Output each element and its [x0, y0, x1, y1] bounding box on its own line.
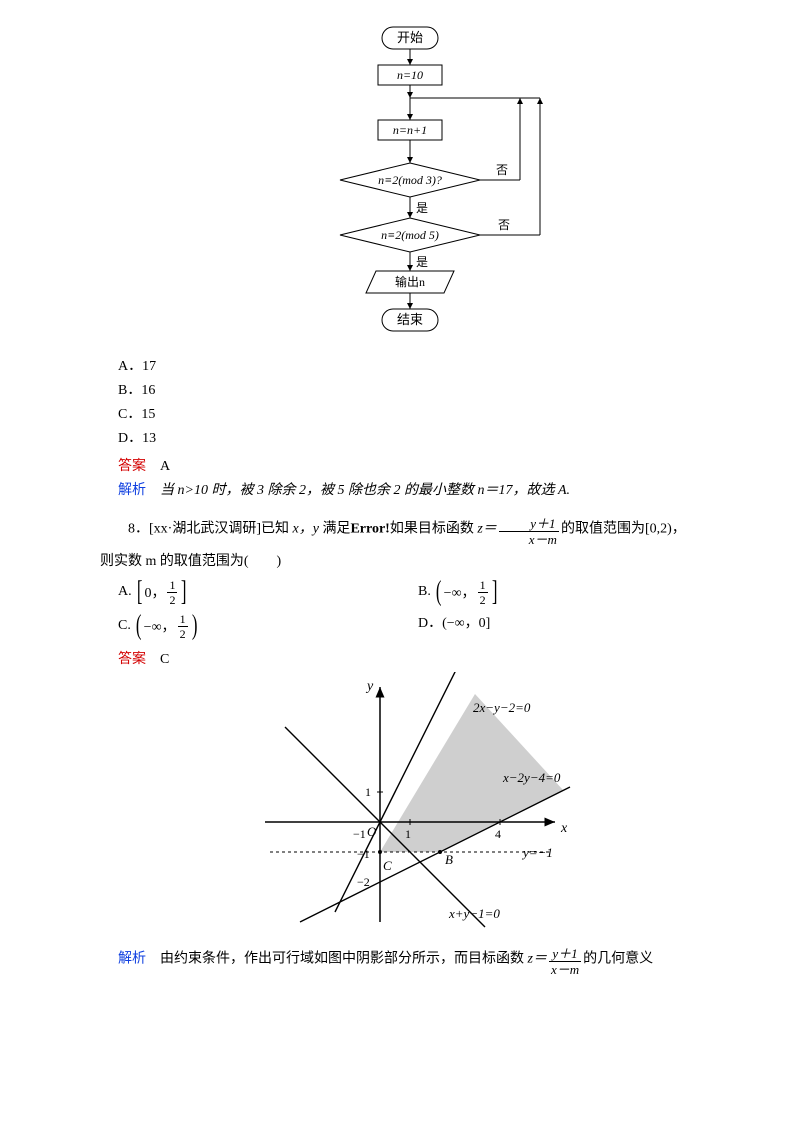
page: 开始 n=10 n=n+1 n≡2(mod 3)? 否 是 — [0, 0, 800, 996]
q8-C-r: ) — [191, 612, 197, 640]
q7-choice-C: C．15 — [100, 403, 720, 423]
x-label: x — [560, 821, 568, 836]
q7-explain-text: 当 n>10 时，被 3 除余 2，被 5 除也余 2 的最小整数 n＝17，故… — [160, 483, 570, 498]
fc-d2-no: 否 — [498, 218, 510, 232]
q8-stem-line2: 则实数 m 的取值范围为( ) — [100, 550, 720, 570]
graph-svg: x y O 1 4 1 −1 −2 y=−1 2x−y−2=0 x−2y−4=0… — [245, 672, 575, 932]
q8-C-pref: C. — [118, 618, 131, 633]
q8-stem-5: 则实数 m 的取值范围为( ) — [100, 554, 281, 569]
q8-D-text: (−∞，0] — [442, 616, 490, 631]
q8-stem-3: 如果目标函数 — [390, 521, 478, 536]
tick-x4: 4 — [495, 827, 501, 841]
fc-start: 开始 — [397, 30, 423, 45]
q8-choice-A: A. [ 0， 12 ] — [118, 578, 418, 606]
q8-choice-D: D．(−∞，0] — [418, 612, 720, 640]
q8-explain-z: z＝ — [528, 951, 547, 966]
q8-answer: 答案 C — [100, 648, 720, 668]
q7-answer-value: A — [160, 459, 170, 474]
q8-frac-num: y＋1 — [499, 517, 559, 532]
q8-B-r: ] — [491, 578, 497, 606]
flowchart-figure: 开始 n=10 n=n+1 n≡2(mod 3)? 否 是 — [100, 20, 720, 345]
q7-explain: 解析 当 n>10 时，被 3 除余 2，被 5 除也余 2 的最小整数 n＝1… — [100, 479, 720, 499]
q8-A-l: [ — [137, 578, 143, 606]
point-B — [438, 850, 442, 854]
fc-d2-yes: 是 — [416, 255, 428, 269]
q8-row2: C. ( −∞， 12 ) D．(−∞，0] — [100, 612, 720, 640]
q8-exp-frac: y＋1x－m — [549, 947, 581, 976]
q8-C-a: −∞， — [144, 616, 176, 636]
q8-frac-den: x－m — [499, 532, 559, 546]
q8-answer-value: C — [160, 652, 169, 667]
q8-A-fd: 2 — [167, 593, 177, 606]
y-label: y — [365, 679, 374, 694]
tick-xm1: −1 — [353, 827, 366, 841]
tick-y1: 1 — [365, 785, 371, 799]
q8-B-pref: B. — [418, 584, 431, 599]
q7-choice-D: D．13 — [100, 427, 720, 447]
q8-A-pref: A. — [118, 584, 132, 599]
q8-row1: A. [ 0， 12 ] B. ( −∞， 12 ] — [100, 578, 720, 606]
q8-B-fd: 2 — [478, 593, 488, 606]
fc-init: n=10 — [397, 68, 423, 82]
q8-stem-4: 的取值范围为[0,2)， — [561, 521, 686, 536]
q8-stem-z: z＝ — [477, 521, 496, 536]
q8-answer-label: 答案 — [118, 652, 146, 667]
q8-C-fn: 1 — [178, 613, 188, 627]
q8-choice-C: C. ( −∞， 12 ) — [118, 612, 418, 640]
q8-B-fn: 1 — [478, 579, 488, 593]
q8-A-a: 0， — [144, 582, 165, 602]
fc-inc: n=n+1 — [393, 123, 427, 137]
q8-stem-1: 8．[xx·湖北武汉调研]已知 — [128, 521, 293, 536]
q8-stem: 8．[xx·湖北武汉调研]已知 x，y 满足Error!如果目标函数 z＝y＋1… — [100, 517, 720, 546]
q8-stem-xy: x，y — [293, 521, 319, 536]
q8-stem-2: 满足 — [319, 521, 351, 536]
tick-x1: 1 — [405, 827, 411, 841]
q8-A-r: ] — [181, 578, 187, 606]
flowchart-svg: 开始 n=10 n=n+1 n≡2(mod 3)? 否 是 — [240, 20, 580, 340]
q8-exp-frac-n: y＋1 — [549, 947, 581, 962]
fc-d1: n≡2(mod 3)? — [378, 173, 442, 187]
tick-ym2: −2 — [357, 875, 370, 889]
q8-explain: 解析 由约束条件，作出可行域如图中阴影部分所示，而目标函数 z＝y＋1x－m的几… — [100, 947, 720, 976]
fc-out: 输出n — [395, 274, 425, 289]
q7-answer: 答案 A — [100, 455, 720, 475]
label-B: B — [445, 852, 453, 867]
q7-explain-label: 解析 — [118, 483, 146, 498]
q8-explain-text-2: 的几何意义 — [583, 951, 653, 966]
fc-end: 结束 — [397, 312, 423, 327]
q8-stem-err: Error! — [350, 521, 389, 536]
q8-D-pref: D． — [418, 616, 442, 631]
point-C — [378, 850, 382, 854]
q8-explain-label: 解析 — [118, 951, 146, 966]
q8-explain-text-1: 由约束条件，作出可行域如图中阴影部分所示，而目标函数 — [160, 951, 528, 966]
q7-choice-A: A．17 — [100, 355, 720, 375]
label-y-1: y=−1 — [521, 845, 553, 860]
q7-answer-label: 答案 — [118, 459, 146, 474]
q8-A-fn: 1 — [167, 579, 177, 593]
q8-B-a: −∞， — [444, 582, 476, 602]
label-l2: x−2y−4=0 — [502, 770, 561, 785]
label-l1: 2x−y−2=0 — [473, 700, 531, 715]
q8-frac: y＋1x－m — [499, 517, 559, 546]
label-l3: x+y−1=0 — [448, 906, 500, 921]
q7-choice-B: B．16 — [100, 379, 720, 399]
fc-d2: n≡2(mod 5) — [381, 228, 439, 242]
label-C: C — [383, 858, 392, 873]
graph-figure: x y O 1 4 1 −1 −2 y=−1 2x−y−2=0 x−2y−4=0… — [100, 672, 720, 937]
q8-C-fd: 2 — [178, 627, 188, 640]
q8-exp-frac-d: x－m — [549, 962, 581, 976]
q8-C-l: ( — [136, 612, 142, 640]
q8-B-l: ( — [436, 578, 442, 606]
fc-d1-no: 否 — [496, 163, 508, 177]
fc-d1-yes: 是 — [416, 201, 428, 215]
q8-choice-B: B. ( −∞， 12 ] — [418, 578, 720, 606]
